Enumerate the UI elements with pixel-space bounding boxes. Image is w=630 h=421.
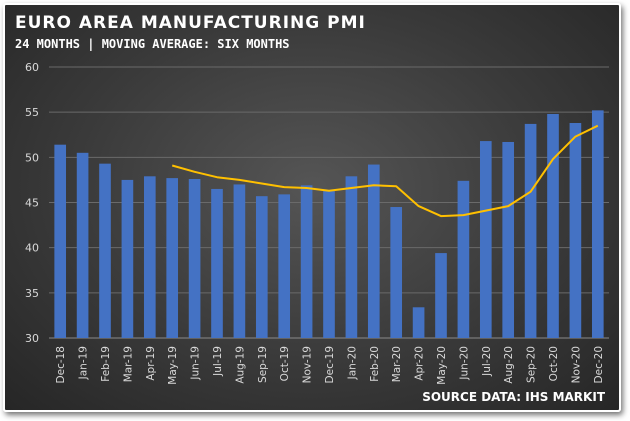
bar <box>524 123 537 338</box>
y-tick-label: 50 <box>25 151 39 164</box>
bar <box>390 207 403 338</box>
x-tick-label: Nov-20 <box>570 346 582 383</box>
bar <box>99 163 111 338</box>
x-tick-label: Apr-20 <box>414 346 426 381</box>
x-tick-label: Jan-20 <box>346 346 358 380</box>
x-tick-label: Sep-20 <box>526 346 538 383</box>
x-tick-label: Jun-20 <box>458 346 470 381</box>
x-tick-label: Dec-18 <box>55 346 67 383</box>
bar <box>233 184 246 338</box>
x-tick-label: Jun-19 <box>190 346 202 381</box>
y-tick-label: 60 <box>25 61 39 74</box>
y-tick-label: 30 <box>25 332 39 345</box>
x-tick-label: Sep-19 <box>257 346 269 383</box>
x-tick-label: Mar-20 <box>391 346 403 382</box>
bar <box>54 144 67 338</box>
bar <box>323 190 335 338</box>
x-tick-label: Oct-19 <box>279 346 291 381</box>
pmi-chart: 30 35 40 45 50 55 60 Dec-18 Jan-19 Feb-19 Mar-19 A… <box>25 61 609 385</box>
x-tick-label: Jul-19 <box>212 346 224 377</box>
x-tick-label: Apr-19 <box>145 346 157 381</box>
bar <box>367 164 380 338</box>
bar <box>345 176 358 338</box>
x-tick-label: Jan-19 <box>78 346 90 380</box>
bar <box>278 194 291 338</box>
bar <box>457 180 470 338</box>
bar <box>143 176 156 338</box>
bar <box>76 152 89 338</box>
x-tick-label: Jul-20 <box>481 346 493 377</box>
bar <box>435 253 447 338</box>
moving-average-line <box>171 124 599 218</box>
y-tick-label: 35 <box>25 287 39 300</box>
source-note: SOURCE DATA: IHS MARKIT <box>422 390 605 404</box>
x-tick-label: Mar-19 <box>122 346 134 382</box>
y-tick-label: 45 <box>25 197 39 210</box>
bar <box>502 141 515 338</box>
x-tick-label: Aug-20 <box>503 346 515 384</box>
bar <box>547 113 559 339</box>
chart-title: EURO AREA MANUFACTURING PMI <box>15 13 366 33</box>
y-tick-label: 55 <box>25 106 39 119</box>
x-tick-label: Feb-19 <box>100 346 112 382</box>
x-tick-label: Oct-20 <box>548 346 560 381</box>
x-tick-label: Feb-20 <box>369 346 381 382</box>
x-tick-label: Nov-19 <box>302 346 314 383</box>
bar <box>300 185 313 338</box>
x-tick-label: May-19 <box>167 346 179 385</box>
chart-subtitle: 24 MONTHS | MOVING AVERAGE: SIX MONTHS <box>15 37 290 51</box>
bar <box>412 307 425 338</box>
bar <box>121 179 134 338</box>
x-tick-label: Aug-19 <box>234 346 246 384</box>
bar <box>188 179 201 338</box>
x-tick-label: Dec-19 <box>324 346 336 383</box>
x-tick-label: May-20 <box>436 346 448 385</box>
bar <box>166 178 179 338</box>
bar <box>255 196 268 338</box>
bar <box>479 141 492 338</box>
bar <box>591 110 604 338</box>
chart-frame: 30 35 40 45 50 55 60 Dec-18 Jan-19 Feb-19 Mar-19 A… <box>3 3 621 412</box>
y-tick-label: 40 <box>25 242 39 255</box>
bar <box>211 188 223 338</box>
bar <box>569 123 582 338</box>
x-tick-label: Dec-20 <box>593 346 605 383</box>
